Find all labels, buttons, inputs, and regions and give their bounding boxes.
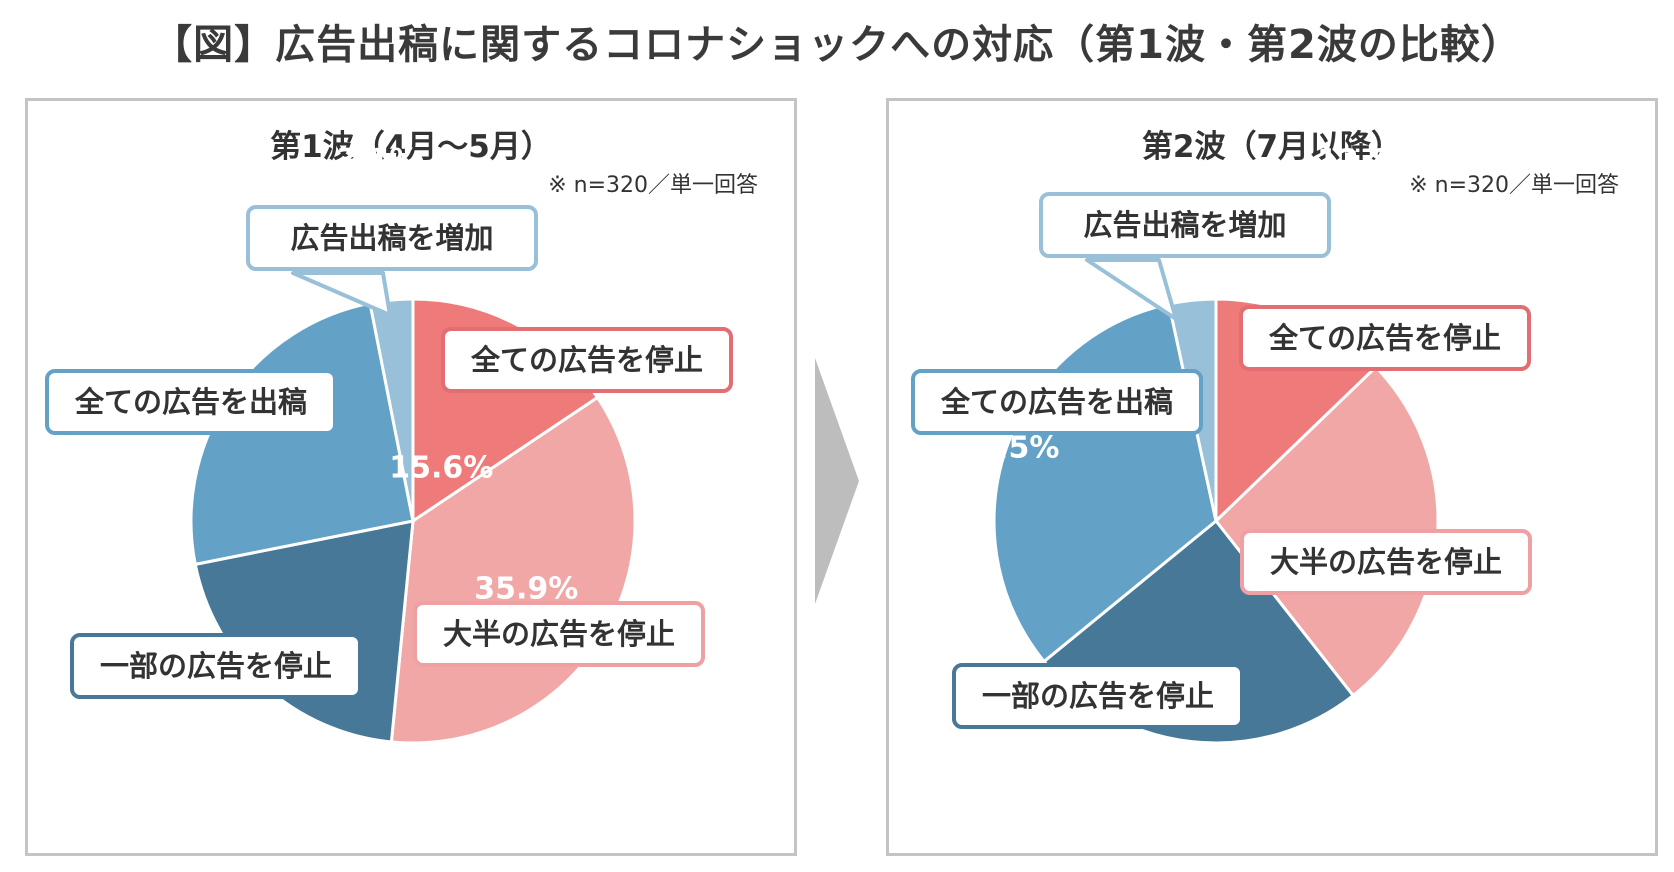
wave2-label-increase: 広告出稿を増加 xyxy=(1039,192,1331,258)
wave1-label-publish-all: 全ての広告を出稿 xyxy=(45,369,337,435)
wave1-label-stop-most: 大半の広告を停止 xyxy=(413,601,705,667)
wave2-label-stop-some: 一部の広告を停止 xyxy=(952,663,1244,729)
wave2-label-stop-all: 全ての広告を停止 xyxy=(1239,305,1531,371)
wave2-note: ※ n=320／単一回答 xyxy=(1409,173,1619,198)
wave1-title: 第1波（4月～5月） xyxy=(270,129,552,165)
wave1-value-stop-all: 15.6% xyxy=(389,451,493,486)
arrow-right-icon xyxy=(815,358,859,604)
wave1-panel: 第1波（4月～5月） ※ n=320／単一回答 15.6%35.9%20.3%2… xyxy=(25,98,797,856)
wave1-label-stop-all: 全ての広告を停止 xyxy=(441,327,733,393)
main-title: 【図】広告出稿に関するコロナショックへの対応（第1波・第2波の比較） xyxy=(152,22,1522,68)
wave2-value-stop-most: 26.6% xyxy=(1608,534,1655,569)
wave1-value-stop-some: 20.3% xyxy=(148,739,252,774)
wave2-value-publish-all: 32.5% xyxy=(955,431,1059,466)
wave2-value-stop-some: 24.7% xyxy=(1128,830,1232,854)
wave2-label-stop-most: 大半の広告を停止 xyxy=(1240,529,1532,595)
wave1-note: ※ n=320／単一回答 xyxy=(548,173,758,198)
wave2-increase-callout-pointer xyxy=(1085,258,1178,321)
wave1-increase-callout-pointer xyxy=(291,271,392,317)
wave2-title: 第2波（7月以降） xyxy=(1141,129,1403,165)
wave2-label-publish-all: 全ての広告を出稿 xyxy=(911,369,1203,435)
wave2-value-stop-all: 12.8% xyxy=(1317,144,1421,179)
wave1-value-increase: 3.1% xyxy=(336,143,419,178)
wave1-value-stop-most: 35.9% xyxy=(474,571,578,606)
wave1-label-stop-some: 一部の広告を停止 xyxy=(70,633,362,699)
wave1-label-increase: 広告出稿を増加 xyxy=(246,205,538,271)
wave2-panel: 第2波（7月以降） ※ n=320／単一回答 12.8% 26.6% 24.7% 32… xyxy=(886,98,1658,856)
